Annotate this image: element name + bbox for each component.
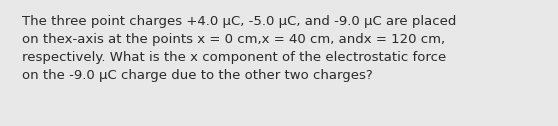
Text: The three point charges +4.0 μC, -5.0 μC, and -9.0 μC are placed
on thex-axis at: The three point charges +4.0 μC, -5.0 μC… [22,15,456,82]
